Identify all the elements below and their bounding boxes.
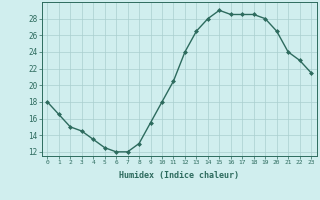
X-axis label: Humidex (Indice chaleur): Humidex (Indice chaleur)	[119, 171, 239, 180]
